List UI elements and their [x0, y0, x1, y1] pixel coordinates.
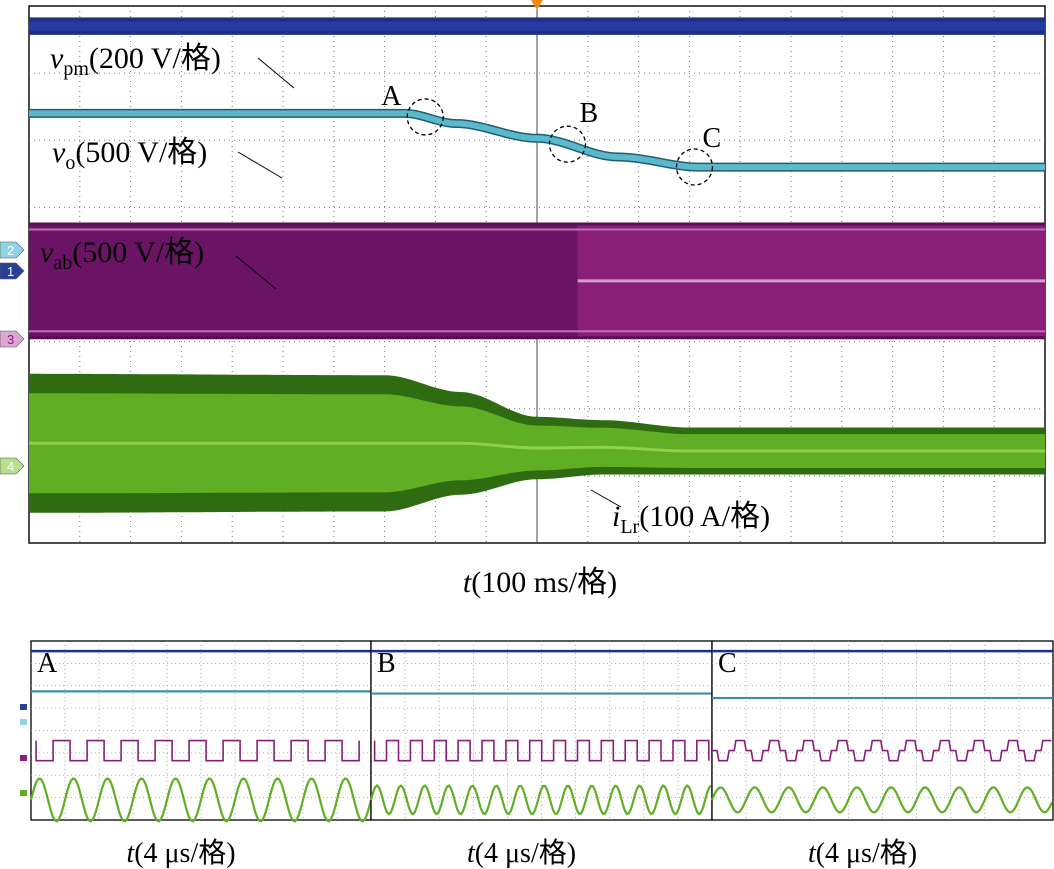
zoom-panels: At(4 μs/格)Bt(4 μs/格)Ct(4 μs/格): [20, 640, 1054, 869]
zoom-iLr-trace: [710, 786, 1053, 814]
zoom-label-B: B: [377, 648, 396, 679]
label-vab-subscript: ab: [53, 252, 72, 274]
channel-marker-3: [0, 330, 25, 348]
iLr-center: [29, 441, 1045, 453]
channel-marker-label-4: 4: [7, 459, 14, 474]
transition-circle-A: [406, 98, 444, 136]
vpm-trace-core: [29, 21, 1045, 31]
label-iLr-scale: (100 A/格): [639, 500, 770, 533]
label-iLr-subscript: Lr: [620, 516, 639, 538]
channel-marker-label-1: 1: [7, 264, 14, 279]
label-iLr: iLr(100 A/格): [612, 500, 770, 538]
leader-vab: [235, 255, 277, 290]
leader-vo: [237, 151, 283, 179]
vo-trace: [29, 110, 1045, 171]
zoom-x-axis-scale: (4 μs/格): [816, 837, 917, 869]
zoom-channel-marker: [20, 704, 27, 710]
zoom-panel-C: Ct(4 μs/格): [710, 640, 1054, 869]
zoom-x-axis-symbol: t: [467, 838, 476, 869]
zoom-label-A: A: [37, 648, 58, 679]
label-vpm: vpm(200 V/格): [50, 42, 221, 80]
label-vpm-symbol: v: [50, 42, 64, 75]
channel-marker-label-2: 2: [7, 243, 14, 258]
zoom-panel-B: Bt(4 μs/格): [369, 640, 713, 869]
label-vpm-scale: (200 V/格): [89, 42, 221, 75]
main-annotations: vpm(200 V/格)vo(500 V/格)vab(500 V/格)iLr(1…: [40, 42, 770, 538]
zoom-vab-trace: [373, 739, 710, 762]
main-traces: [29, 17, 1045, 513]
zoom-x-axis-label: t(4 μs/格): [126, 837, 235, 869]
main-oscilloscope: vpm(200 V/格)vo(500 V/格)vab(500 V/格)iLr(1…: [0, 0, 1046, 599]
channel-marker-label-3: 3: [7, 332, 14, 347]
channel-marker-2: [0, 241, 25, 259]
transition-circle-C: [675, 148, 714, 186]
label-vo: vo(500 V/格): [52, 136, 207, 174]
zoom-channel-marker: [20, 790, 27, 796]
label-vo-symbol: v: [52, 136, 66, 169]
iLr-envelope-inner: [29, 393, 1045, 494]
label-iLr-symbol: i: [612, 500, 620, 533]
zoom-vab-trace: [35, 739, 360, 762]
zoom-vab-trace: [712, 739, 1052, 762]
zoom-x-axis-symbol: t: [808, 838, 817, 869]
leader-vpm: [257, 57, 295, 89]
transition-circle-B: [548, 125, 587, 163]
main-x-axis-label: t(100 ms/格): [463, 566, 617, 599]
label-vab: vab(500 V/格): [40, 236, 204, 274]
label-vab-symbol: v: [40, 236, 54, 269]
zoom-label-C: C: [718, 648, 737, 679]
channel-marker-1: [0, 262, 25, 280]
zoom-channel-marker: [20, 719, 27, 725]
zoom-panel-A: At(4 μs/格): [29, 640, 373, 869]
channel-markers: 2 1 3 4: [0, 241, 25, 475]
zoom-x-axis-scale: (4 μs/格): [134, 837, 235, 869]
label-vab-scale: (500 V/格): [72, 236, 204, 269]
transition-label-C: C: [702, 123, 721, 154]
transition-label-A: A: [381, 81, 402, 112]
zoom-x-axis-symbol: t: [126, 838, 135, 869]
label-vo-scale: (500 V/格): [75, 136, 207, 169]
leader-iLr: [590, 489, 622, 508]
label-vpm-subscript: pm: [63, 58, 89, 80]
label-vo-subscript: o: [65, 152, 75, 174]
zoom-iLr-trace: [369, 783, 712, 816]
transition-label-B: B: [579, 98, 598, 129]
zoom-x-axis-label: t(4 μs/格): [808, 837, 917, 869]
x-axis-scale: (100 ms/格): [471, 566, 617, 599]
zoom-x-axis-label: t(4 μs/格): [467, 837, 576, 869]
trigger-marker: [531, 0, 543, 10]
channel-marker-4: [0, 457, 25, 475]
zoom-channel-marker: [20, 755, 27, 761]
zoom-iLr-trace: [29, 777, 373, 823]
zoom-x-axis-scale: (4 μs/格): [475, 837, 576, 869]
x-axis-symbol: t: [463, 566, 472, 599]
